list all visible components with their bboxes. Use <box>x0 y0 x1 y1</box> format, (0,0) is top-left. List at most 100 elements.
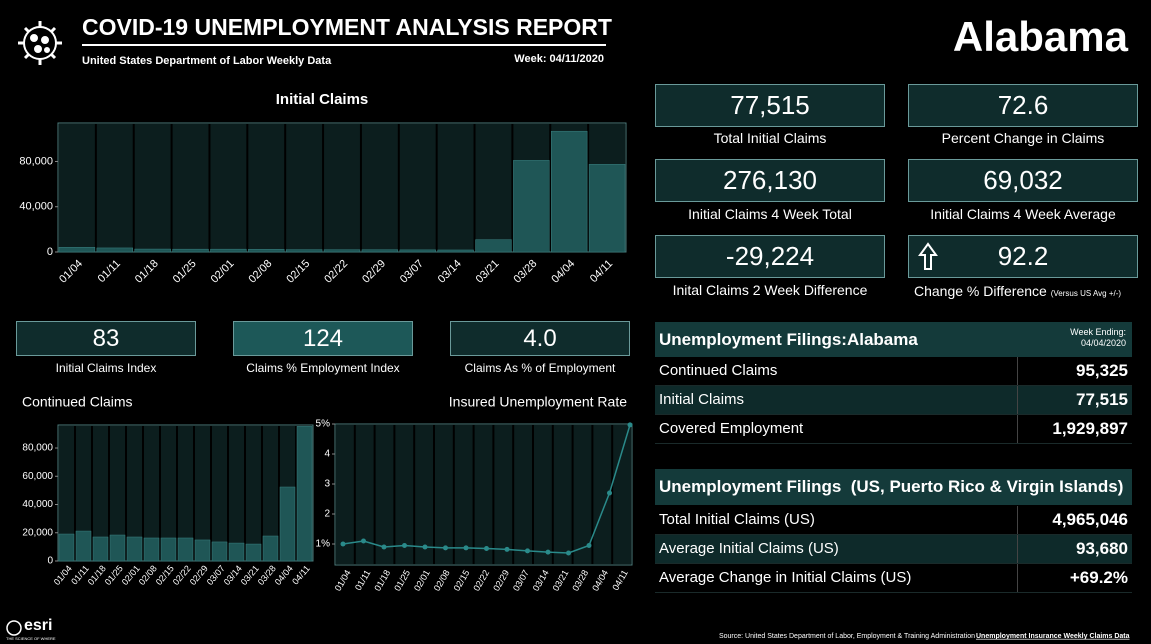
y-tick-label: 4 <box>324 449 330 460</box>
index-value: 4.0 <box>450 321 630 356</box>
x-tick-label: 03/28 <box>512 258 540 286</box>
y-tick-label: 40,000 <box>22 499 53 510</box>
column-band <box>514 425 532 564</box>
x-tick-label: 01/18 <box>133 258 161 286</box>
row-value: 4,965,046 <box>1052 510 1128 529</box>
x-tick-label: 02/01 <box>120 563 142 587</box>
y-tick-label: 40,000 <box>19 201 53 213</box>
y-tick-label: 0 <box>47 556 53 567</box>
point <box>443 545 448 551</box>
column-band <box>110 426 125 560</box>
column-band <box>494 425 513 564</box>
bar <box>194 539 211 562</box>
x-tick-label: 01/11 <box>353 568 373 592</box>
x-tick-label: 01/25 <box>171 258 199 286</box>
x-tick-label: 02/08 <box>137 563 159 587</box>
report-subtitle: United States Department of Labor Weekly… <box>82 55 332 67</box>
esri-logo: esri THE SCIENCE OF WHERE <box>6 617 56 641</box>
bar <box>285 249 323 253</box>
point <box>586 543 592 548</box>
row-label: Initial Claims <box>659 391 745 408</box>
y-tick-label: 60,000 <box>22 471 53 482</box>
column-band <box>172 124 209 251</box>
x-tick-label: 03/21 <box>474 258 502 286</box>
point <box>422 544 428 550</box>
column-band <box>96 124 133 251</box>
x-tick-label: 01/18 <box>86 563 108 587</box>
x-tick-label: 04/04 <box>590 568 610 593</box>
table-row: Initial Claims 77,515 <box>655 386 1132 415</box>
column-band <box>229 426 244 560</box>
week-ending: Week Ending: 04/04/2020 <box>1070 327 1126 349</box>
point <box>402 543 407 548</box>
x-tick-label: 03/14 <box>531 568 551 593</box>
bar <box>109 534 126 562</box>
bar <box>96 247 133 253</box>
kpi-value: 72.6 <box>908 84 1138 127</box>
x-tick-label: 03/28 <box>256 563 278 587</box>
bar <box>245 543 262 562</box>
x-tick-label: 02/08 <box>246 258 274 286</box>
point <box>381 544 387 550</box>
table-row: Average Change in Initial Claims (US) +69… <box>655 564 1132 593</box>
y-tick-label: 80,000 <box>22 443 53 454</box>
logo-tagline: THE SCIENCE OF WHERE <box>6 636 56 641</box>
row-label: Average Initial Claims (US) <box>659 540 839 557</box>
column-band <box>246 426 261 560</box>
x-tick-label: 04/11 <box>610 568 630 592</box>
bar <box>399 249 436 253</box>
x-tick-label: 03/07 <box>398 258 426 286</box>
x-tick-label: 02/01 <box>412 568 432 593</box>
kpi-label: Total Initial Claims <box>713 130 827 146</box>
x-tick-label: 01/04 <box>333 568 353 593</box>
point <box>525 548 530 554</box>
column-band <box>474 425 493 564</box>
column-band <box>399 124 436 251</box>
bar <box>210 248 247 253</box>
index-value: 124 <box>233 321 413 356</box>
index-label: Initial Claims Index <box>55 361 157 375</box>
week-date: 04/04/2020 <box>1080 338 1126 348</box>
chart-title: Insured Unemployment Rate <box>449 394 627 410</box>
column-band <box>613 425 631 564</box>
kpi-label: Initial Claims 4 Week Average <box>930 206 1116 222</box>
kpi-value: 77,515 <box>655 84 885 127</box>
bar <box>513 160 550 253</box>
week-label: Week Ending: <box>1070 327 1126 337</box>
x-tick-label: 04/04 <box>273 563 295 587</box>
column-band <box>435 425 453 564</box>
column-band <box>553 425 572 564</box>
point <box>463 545 469 551</box>
bar <box>143 537 160 562</box>
row-label: Average Change in Initial Claims (US) <box>659 569 912 586</box>
x-tick-label: 03/28 <box>570 568 590 593</box>
column-band <box>286 124 323 251</box>
report-title: COVID-19 UNEMPLOYMENT ANALYSIS REPORT <box>82 14 612 40</box>
point <box>545 549 551 555</box>
row-value: 1,929,897 <box>1052 419 1128 438</box>
table-row: Average Initial Claims (US) 93,680 <box>655 535 1132 564</box>
bar <box>211 541 228 562</box>
column-band <box>134 124 171 251</box>
virus-icon <box>18 21 62 65</box>
x-tick-label: 01/25 <box>392 568 412 593</box>
column-band <box>144 426 159 560</box>
table-row: Covered Employment 1,929,897 <box>655 415 1132 444</box>
bar <box>58 246 96 253</box>
column-band <box>324 124 360 251</box>
y-tick-label: 1% <box>316 539 331 550</box>
x-tick-label: 01/04 <box>57 258 85 286</box>
kpi-label: Inital Claims 2 Week Difference <box>672 282 868 298</box>
y-tick-label: 2 <box>324 509 330 520</box>
bar <box>248 249 285 253</box>
kpi-label: Change % Difference <box>914 283 1047 299</box>
table-row: Continued Claims 95,325 <box>655 357 1132 386</box>
kpi-value: -29,224 <box>655 235 885 278</box>
bar <box>160 537 177 562</box>
table-header: Unemployment Filings (US, Puerto Rico & … <box>655 469 1132 505</box>
column-band <box>475 124 512 251</box>
column-band <box>248 124 285 251</box>
bar <box>126 536 143 562</box>
